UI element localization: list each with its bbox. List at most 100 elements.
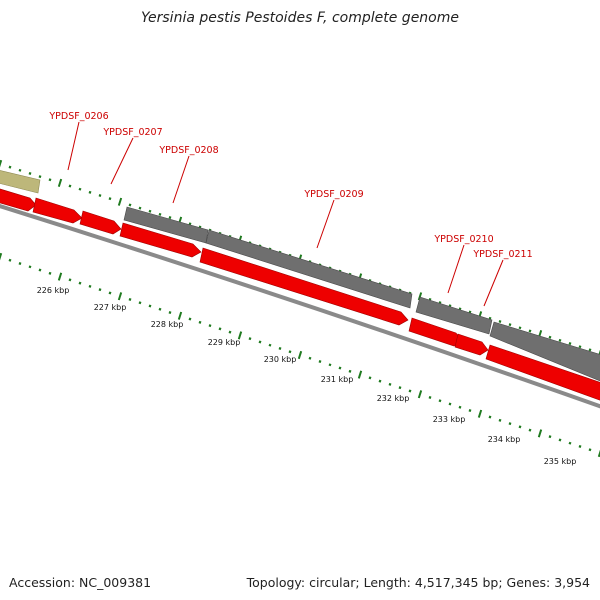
- outer-tick: [518, 326, 522, 330]
- inner-tick: [288, 350, 292, 354]
- inner-tick: [38, 268, 42, 272]
- inner-tick: [258, 340, 262, 344]
- outer-tick: [78, 187, 82, 191]
- inner-tick: [158, 307, 162, 311]
- leader-line-YPDSF_0208: [172, 155, 190, 204]
- inner-tick: [537, 429, 543, 438]
- outer-tick: [18, 168, 22, 172]
- genome-summary-text: Topology: circular; Length: 4,517,345 bp…: [246, 575, 590, 590]
- outer-tick: [138, 206, 142, 210]
- outer-tick: [588, 348, 592, 352]
- outer-tick: [168, 216, 172, 220]
- leader-line-YPDSF_0211: [483, 259, 504, 307]
- inner-tick: [408, 389, 412, 393]
- kbp-labels: 226 kbp 227 kbp 228 kbp 229 kbp 230 kbp …: [37, 286, 577, 466]
- inner-tick: [18, 262, 22, 266]
- outer-tick: [38, 175, 42, 179]
- inner-tick: [177, 311, 183, 320]
- inner-tick: [328, 363, 332, 367]
- inner-tick: [248, 337, 252, 341]
- outer-tick: [568, 342, 572, 346]
- outer-tick: [48, 178, 52, 182]
- gene-YPDSF_0210[interactable]: [415, 296, 493, 335]
- inner-tick: [508, 422, 512, 426]
- inner-tick: [558, 438, 562, 442]
- outer-tick: [8, 165, 12, 169]
- outer-tick: [68, 184, 72, 188]
- gene-label-YPDSF_0208[interactable]: YPDSF_0208: [158, 145, 218, 156]
- gene-label-YPDSF_0209[interactable]: YPDSF_0209: [303, 189, 363, 200]
- gene-forward-4[interactable]: [119, 222, 202, 258]
- gene-forward-7[interactable]: [454, 333, 489, 356]
- inner-tick: [338, 366, 342, 370]
- gene-forward-8[interactable]: [485, 344, 600, 402]
- inner-tick: [428, 395, 432, 399]
- gene-YPDSF_0207[interactable]: [79, 210, 122, 235]
- kbp-label-232: 232 kbp: [377, 394, 410, 403]
- outer-tick: [508, 323, 512, 327]
- kbp-label-229: 229 kbp: [208, 338, 241, 347]
- outer-tick: [578, 345, 582, 349]
- inner-tick: [218, 327, 222, 331]
- outer-tick: [158, 212, 162, 216]
- leader-line-YPDSF_0209: [316, 199, 335, 249]
- inner-tick: [578, 444, 582, 448]
- inner-tick: [417, 390, 423, 399]
- inner-tick: [318, 360, 322, 364]
- gene-forward-5[interactable]: [199, 247, 409, 326]
- inner-tick: [448, 402, 452, 406]
- gene-YPDSF_0206[interactable]: [32, 197, 83, 224]
- inner-tick: [98, 288, 102, 292]
- kbp-label-228: 228 kbp: [151, 320, 184, 329]
- gene-label-YPDSF_0206[interactable]: YPDSF_0206: [48, 111, 108, 122]
- outer-tick: [28, 171, 32, 175]
- kbp-label-235: 235 kbp: [544, 457, 577, 466]
- outer-tick: [57, 178, 63, 188]
- inner-tick: [198, 320, 202, 324]
- inner-tick: [117, 292, 123, 301]
- gene-labels: YPDSF_0206 YPDSF_0207 YPDSF_0208 YPDSF_0…: [48, 111, 533, 307]
- outer-tick: [548, 335, 552, 339]
- inner-tick: [518, 425, 522, 429]
- inner-tick: [597, 449, 600, 458]
- inner-tick: [297, 350, 303, 360]
- kbp-label-233: 233 kbp: [433, 415, 466, 424]
- inner-tick: [498, 418, 502, 422]
- inner-tick: [477, 409, 483, 418]
- inner-tick: [128, 297, 132, 301]
- leader-line-YPDSF_0207: [110, 137, 134, 185]
- genome-title: Yersinia pestis Pestoides F, complete ge…: [141, 10, 459, 26]
- gene-YPDSF_0209[interactable]: [205, 229, 413, 309]
- outer-tick: [148, 209, 152, 213]
- gene-forward-1[interactable]: [0, 186, 37, 212]
- feature-olive[interactable]: [0, 168, 41, 194]
- inner-tick: [148, 304, 152, 308]
- outer-tick: [0, 159, 3, 168]
- inner-tick: [388, 382, 392, 386]
- kbp-label-226: 226 kbp: [37, 286, 70, 295]
- inner-tick: [68, 278, 72, 282]
- inner-tick: [398, 386, 402, 390]
- outer-tick: [417, 292, 423, 301]
- inner-tick: [48, 271, 52, 275]
- inner-tick: [368, 376, 372, 380]
- outer-tick: [98, 194, 102, 197]
- inner-tick: [8, 258, 12, 262]
- inner-tick: [0, 252, 3, 261]
- outer-tick: [88, 190, 92, 194]
- inner-tick: [458, 405, 462, 409]
- inner-tick: [348, 369, 352, 373]
- leader-line-YPDSF_0206: [67, 121, 80, 171]
- inner-tick: [438, 399, 442, 403]
- kbp-label-234: 234 kbp: [488, 435, 521, 444]
- gene-label-YPDSF_0211[interactable]: YPDSF_0211: [472, 249, 532, 260]
- reverse-strand-track: [123, 206, 600, 383]
- leader-line-YPDSF_0210: [447, 244, 465, 294]
- gene-label-YPDSF_0210[interactable]: YPDSF_0210: [433, 234, 493, 245]
- inner-tick: [57, 272, 63, 281]
- inner-tick: [488, 415, 492, 419]
- gene-label-YPDSF_0207[interactable]: YPDSF_0207: [102, 127, 162, 138]
- inner-tick: [28, 265, 32, 269]
- gene-YPDSF_0211[interactable]: [489, 321, 600, 383]
